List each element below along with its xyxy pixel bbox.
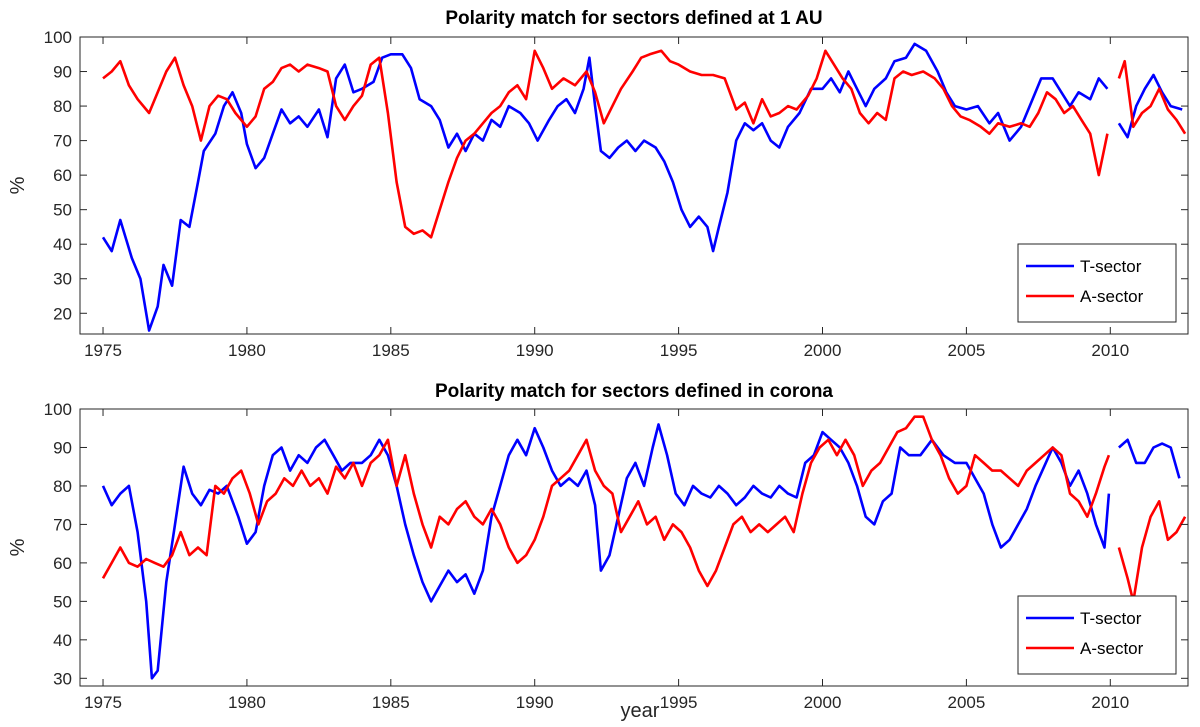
chart-title: Polarity match for sectors defined in co… [435, 381, 833, 402]
y-tick-label: 80 [53, 97, 72, 116]
series-group [101, 42, 1187, 332]
y-tick-label: 80 [53, 477, 72, 496]
x-tick-label: 1985 [372, 341, 410, 360]
x-tick-label: 2000 [804, 341, 842, 360]
y-tick-label: 30 [53, 669, 72, 688]
y-tick-label: 70 [53, 515, 72, 534]
legend: T-sector A-sector [1017, 243, 1177, 323]
y-tick-label: 90 [53, 63, 72, 82]
x-tick-label: 1995 [660, 693, 698, 712]
axes-box [79, 36, 1189, 335]
x-tick-label: 1975 [84, 693, 122, 712]
series-line-a-sector [102, 49, 1187, 239]
x-tick-label: 1985 [372, 693, 410, 712]
chart-title: Polarity match for sectors defined at 1 … [445, 8, 822, 29]
legend-label-t-sector: T-sector [1080, 257, 1142, 276]
legend: T-sector A-sector [1017, 595, 1177, 675]
y-tick-label: 50 [53, 201, 72, 220]
x-tick-label: 1990 [516, 341, 554, 360]
y-tick-label: 20 [53, 304, 72, 323]
series-line-t-sector [101, 423, 1181, 680]
chart-panel-top: Polarity match for sectors defined at 1 … [7, 8, 1189, 360]
axes-box [79, 408, 1189, 687]
y-tick-label: 90 [53, 438, 72, 457]
plot-area [80, 409, 1188, 686]
y-axis-label: % [7, 538, 29, 556]
y-tick-label: 100 [44, 400, 72, 419]
x-tick-label: 2005 [947, 693, 985, 712]
x-tick-label: 2005 [947, 341, 985, 360]
x-axis-label: year [621, 700, 660, 722]
x-tick-label: 1980 [228, 693, 266, 712]
y-axis-label: % [7, 176, 29, 194]
legend-label-a-sector: A-sector [1080, 287, 1144, 306]
y-tick-label: 60 [53, 554, 72, 573]
x-tick-label: 1990 [516, 693, 554, 712]
y-tick-label: 50 [53, 592, 72, 611]
legend-label-a-sector: A-sector [1080, 639, 1144, 658]
plot-area [80, 37, 1188, 334]
y-tick-label: 30 [53, 270, 72, 289]
y-tick-label: 40 [53, 631, 72, 650]
series-line-a-sector [101, 415, 1187, 603]
chart-panel-bottom: Polarity match for sectors defined in co… [7, 381, 1189, 712]
series-line-t-sector [101, 42, 1183, 332]
x-tick-label: 1975 [84, 341, 122, 360]
y-tick-label: 100 [44, 28, 72, 47]
x-tick-label: 2000 [804, 693, 842, 712]
x-tick-label: 2010 [1091, 341, 1129, 360]
legend-box [1017, 595, 1177, 675]
legend-label-t-sector: T-sector [1080, 609, 1142, 628]
y-tick-label: 60 [53, 166, 72, 185]
series-group [101, 415, 1187, 680]
y-tick-label: 40 [53, 235, 72, 254]
x-tick-label: 2010 [1091, 693, 1129, 712]
x-tick-label: 1995 [660, 341, 698, 360]
legend-box [1017, 243, 1177, 323]
x-tick-label: 1980 [228, 341, 266, 360]
y-tick-label: 70 [53, 132, 72, 151]
